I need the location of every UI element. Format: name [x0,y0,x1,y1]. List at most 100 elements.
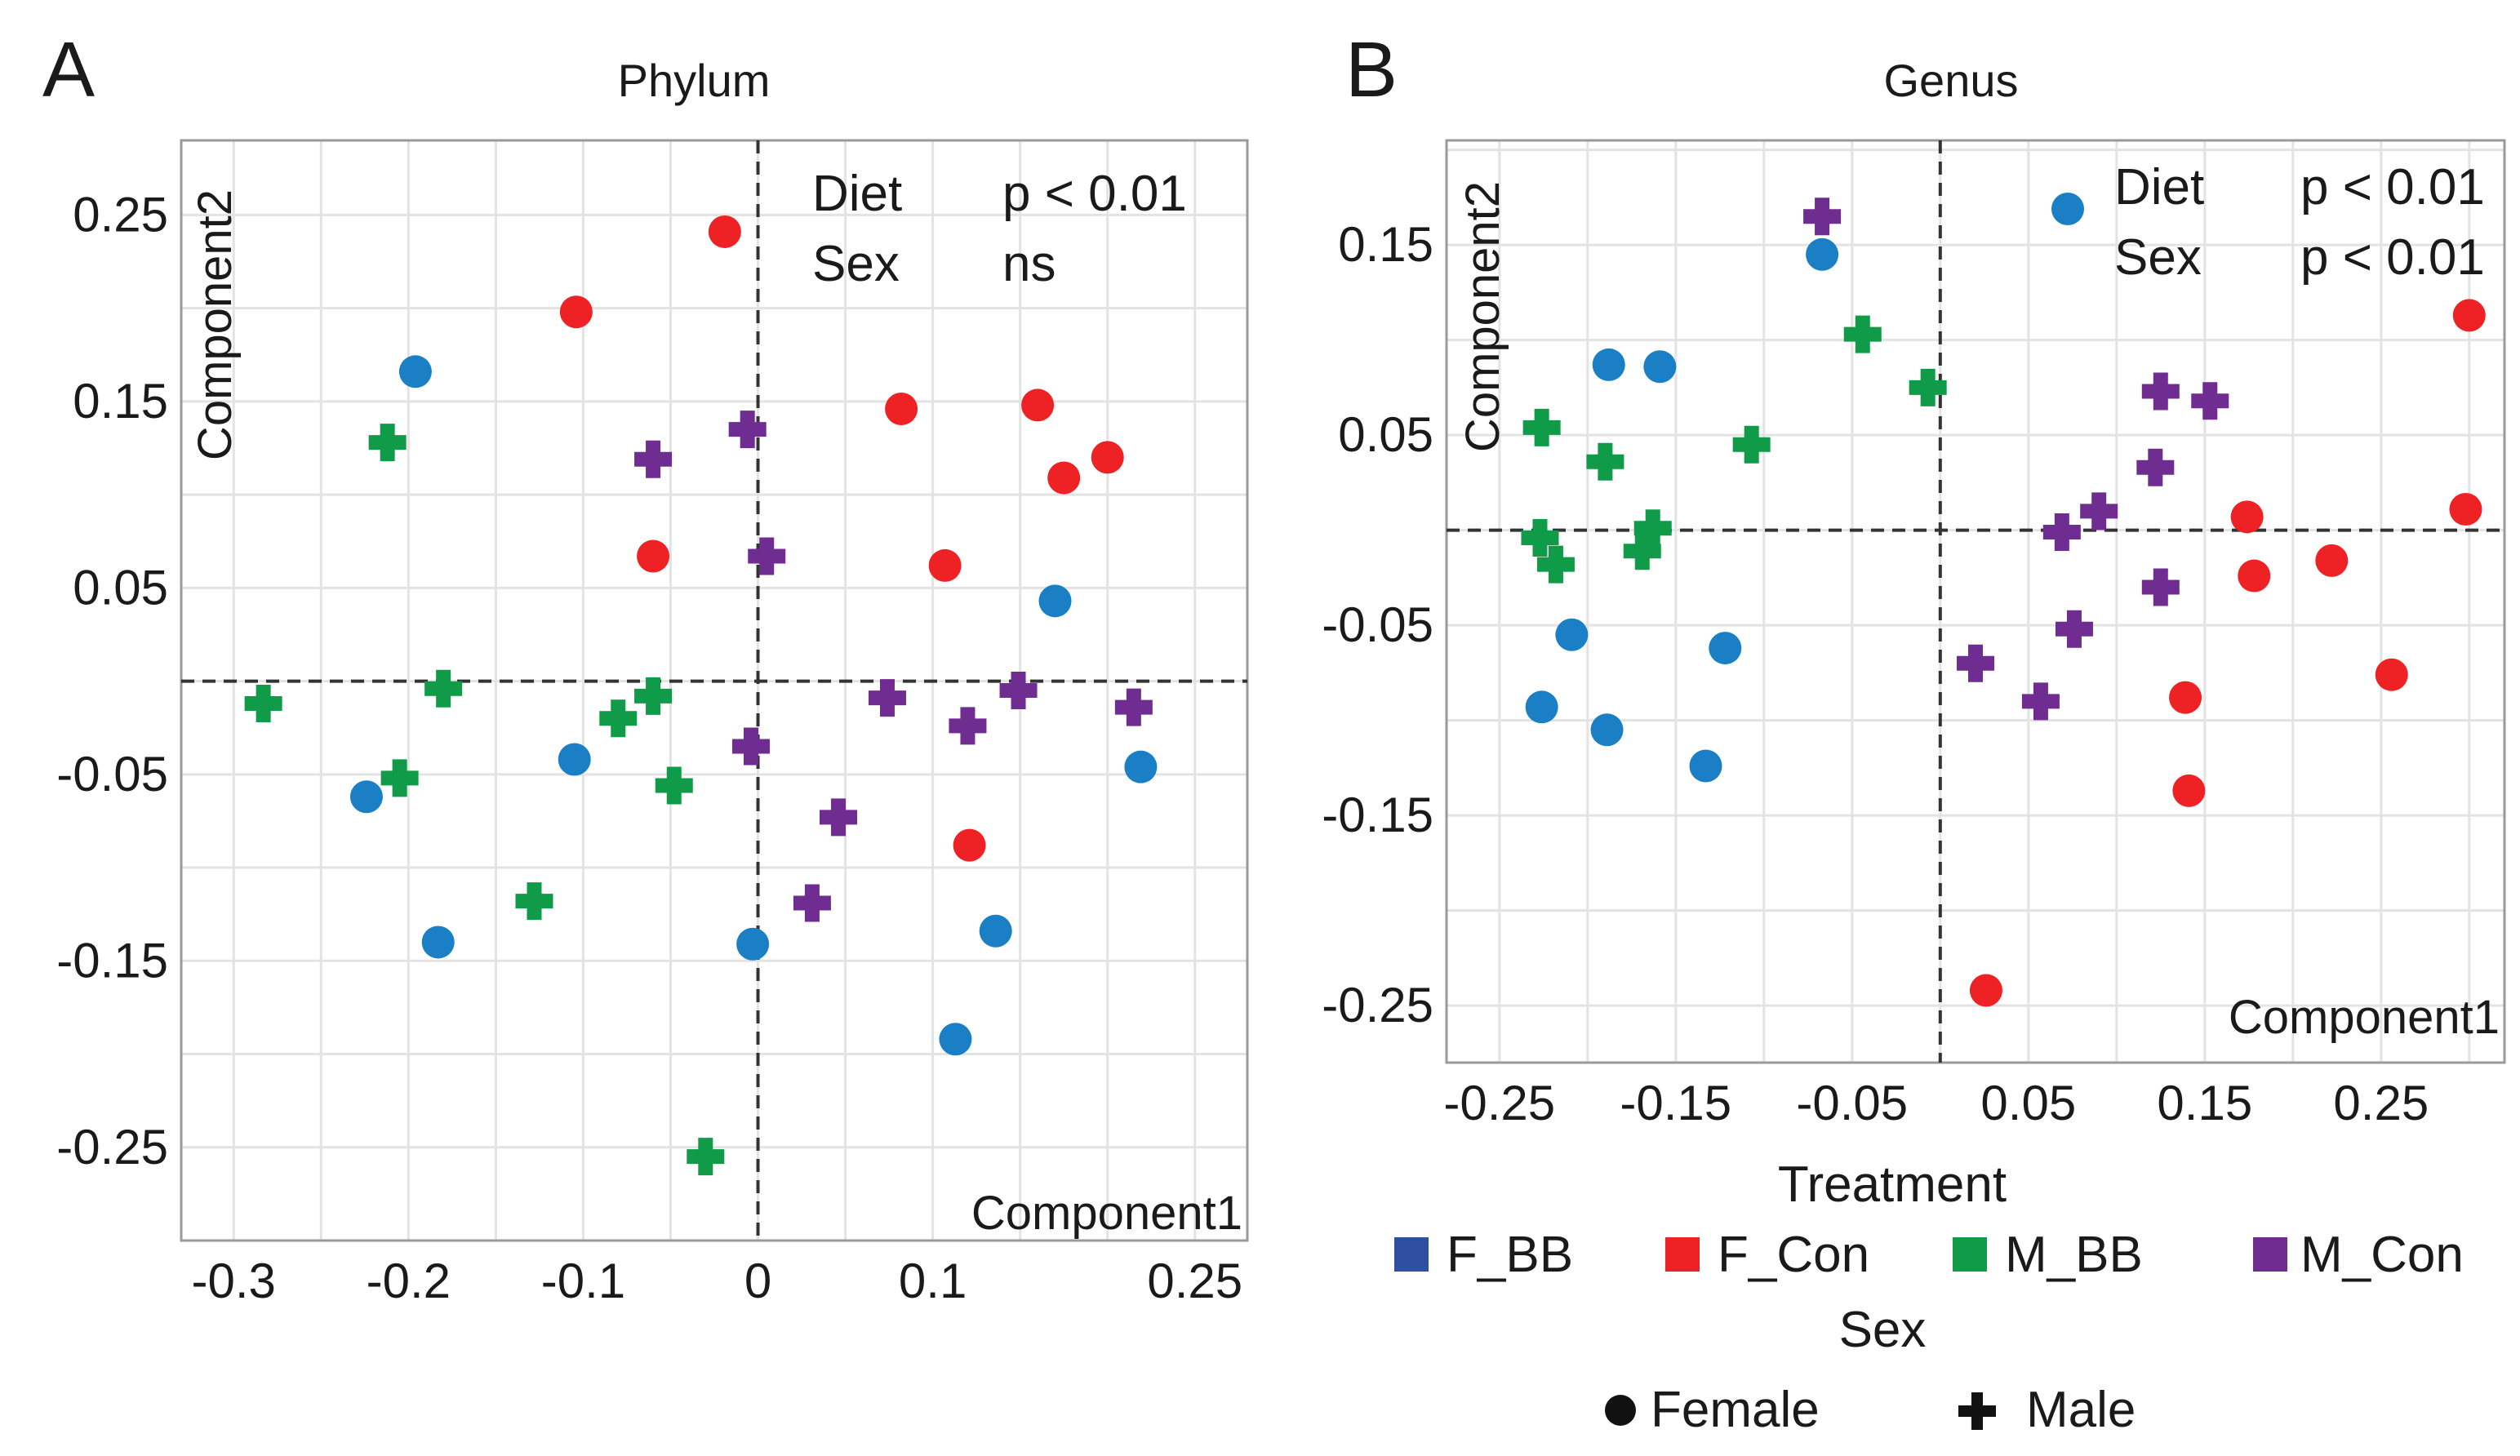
panel-b-point-f-bb [1525,690,1558,724]
panel-b-point-m-bb [1522,408,1561,446]
panel-a-stat-sex-value: ns [1002,236,1056,292]
panel-a-point-f-bb [939,1023,972,1056]
panel-a-point-m-con [949,707,987,745]
panel-a-label: A [42,26,95,113]
panel-b-point-f-con [1969,974,2002,1007]
legend-swatch-f-bb [1394,1237,1429,1272]
panel-b-point-f-con [2315,544,2349,577]
panel-b-point-m-con [1803,198,1842,236]
panel-b-point-f-bb [1592,348,1625,381]
legend-sex-title: Sex [1839,1302,1927,1358]
panel-a-point-f-bb [1124,750,1158,783]
panel-b-genus: B Genus -0.25 -0.15 -0.05 0.05 0.15 0.25 0.15… [1322,26,2506,1130]
panel-a-xtick-label: -0.2 [367,1254,451,1308]
panel-a-ytick-label: -0.25 [56,1120,168,1174]
panel-b-point-f-con [2375,658,2408,691]
panel-b-stat-diet-label: Diet [2114,159,2204,215]
panel-b-ytick-label: 0.15 [1338,217,1433,272]
panel-a-point-f-con [1091,441,1124,474]
panel-a-point-m-con [1114,688,1153,726]
panel-a-ytick-label: -0.15 [56,933,168,988]
panel-b-grid [1447,140,2504,1063]
panel-a-stat-diet-label: Diet [812,166,902,222]
panel-a-point-f-bb [398,355,432,388]
panel-b-point-m-con [2136,448,2175,486]
panel-b-point-f-con [2230,500,2264,534]
legend-swatch-m-con [2253,1237,2287,1272]
panel-a-ytick-label: 0.25 [73,187,168,242]
panel-b-point-m-bb [1536,545,1575,584]
panel-a-point-m-bb [368,424,407,462]
panel-b-point-f-con [2172,774,2206,807]
panel-a-point-m-con [634,440,673,478]
panel-a-ytick-label: 0.05 [73,560,168,615]
legend-label-f-bb: F_BB [1447,1227,1573,1283]
panel-a-point-f-bb [1038,584,1072,618]
legend-label-m-bb: M_BB [2005,1227,2143,1283]
panel-a-point-m-con [728,411,767,449]
panel-a-stat-diet-value: p < 0.01 [1002,166,1187,222]
panel-a-point-m-con [731,727,770,766]
panel-a-point-m-bb [599,699,638,738]
panel-b-point-f-con [2169,681,2202,714]
panel-b-point-m-bb [1732,425,1771,464]
panel-b-xtick-label: 0.25 [2333,1076,2429,1130]
legend: Treatment F_BB F_Con M_BB M_Con Sex Fema… [1394,1156,2464,1438]
panel-b-frame [1445,139,2506,1064]
panel-a-point-f-bb [349,780,383,814]
legend-swatch-m-bb [1953,1237,1987,1272]
panel-b-ytick-label: -0.15 [1322,788,1433,842]
panel-a-point-m-bb [424,669,463,708]
panel-a-ytick-label: 0.15 [73,374,168,428]
panel-b-point-m-con [2080,492,2118,530]
panel-a-xtick-label: 0.1 [899,1254,967,1308]
panel-a-phylum: A Phylum -0.3 -0.2 -0.1 0 0.1 0.25 0.250.150.… [42,26,1249,1308]
panel-b-point-m-con [2141,372,2180,411]
panel-b-label: B [1345,26,1398,113]
panel-a-point-f-con [928,548,962,582]
panel-b-point-f-bb [1643,350,1677,384]
panel-a-title: Phylum [618,55,771,106]
panel-b-point-f-con [2452,299,2486,332]
panel-b-point-m-con [2042,513,2081,551]
panel-b-point-m-con [2055,610,2093,648]
panel-a-point-f-con [637,539,670,573]
panel-a-point-m-bb [655,766,693,805]
panel-b-point-m-con [2191,382,2229,420]
panel-b-ylabel: Component2 [1456,181,1509,452]
panel-b-xtick-label: -0.05 [1796,1076,1908,1130]
panel-b-xtick-label: 0.05 [1980,1076,2076,1130]
panel-a-x-ticks: -0.3 -0.2 -0.1 0 0.1 0.25 [192,1254,1243,1308]
legend-male-plus-icon [1958,1392,1996,1430]
panel-a-point-m-con [748,537,786,575]
panel-a-point-f-con [559,295,593,329]
panel-b-point-f-con [2238,559,2271,593]
panel-b-point-f-bb [1590,713,1624,747]
panel-b-stat-sex-value: p < 0.01 [2300,229,2485,286]
panel-a-frame [180,139,1249,1242]
panel-a-point-m-bb [515,882,553,921]
legend-swatch-f-con [1665,1237,1700,1272]
panel-a-xtick-label: 0 [744,1254,771,1308]
panel-a-point-m-bb [634,677,673,715]
panel-a-point-m-bb [380,759,419,797]
panel-a-point-f-con [1021,388,1055,422]
panel-a-y-ticks: 0.25 0.15 0.05 -0.05 -0.15 -0.25 [56,187,168,1174]
panel-b-xlabel: Component1 [2229,991,2500,1044]
legend-label-m-con: M_Con [2300,1227,2464,1283]
legend-label-female: Female [1651,1382,1820,1438]
panel-a-xtick-label: -0.3 [192,1254,276,1308]
panel-b-zero-lines [1447,140,2504,1063]
panel-b-point-m-bb [1843,315,1882,353]
panel-b-point-m-bb [1909,368,1947,406]
panel-b-point-m-bb [1521,518,1559,557]
panel-a-point-m-con [793,884,831,922]
panel-b-title: Genus [1884,55,2019,106]
panel-a-point-f-con [953,828,986,862]
panel-a-point-f-con [1047,461,1081,495]
panel-a-points [244,215,1158,1176]
panel-b-point-f-bb [1806,237,1839,271]
panel-a-point-m-con [820,798,858,837]
panel-b-stat-diet-value: p < 0.01 [2300,159,2485,215]
